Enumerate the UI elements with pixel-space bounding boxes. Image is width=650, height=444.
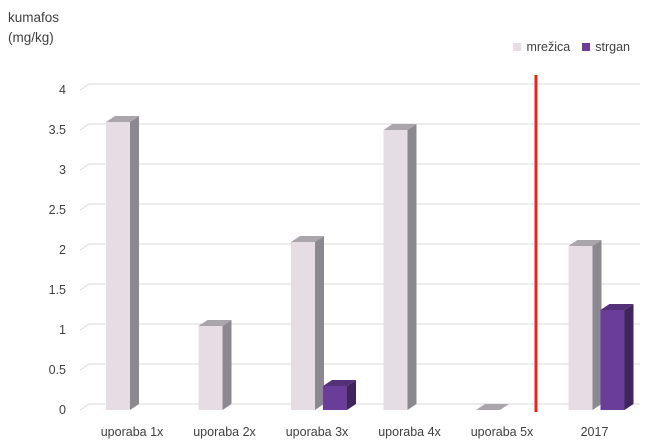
y-tick-label: 1 [59,323,66,337]
y-tick-label: 2 [59,243,66,257]
y-tick-label: 0.5 [49,363,66,377]
x-tick-label: uporaba 3x [286,425,349,439]
gridline-diagonal [79,363,90,371]
legend-item-mrezica: mrežica [513,40,570,54]
bar-front [106,122,130,410]
bar-top [383,124,417,130]
bar-front [600,310,625,410]
bar-front [198,326,223,410]
bars [106,116,634,410]
bar-side [315,236,324,410]
y-axis-title-line1: kumafos [8,10,60,25]
gridline-diagonal [79,123,90,131]
x-tick-label: uporaba 2x [193,425,256,439]
legend-swatch-strgan [582,43,591,51]
bar-mrezica [476,404,509,410]
bar-front [568,246,593,410]
x-tick-label: uporaba 1x [101,425,164,439]
y-tick-label: 3 [59,163,66,177]
x-tick-label: uporaba 5x [471,425,534,439]
gridline-diagonal [79,283,90,291]
y-tick-label: 3.5 [49,123,66,137]
legend-swatch-mrezica [513,43,522,51]
bar-side [222,320,232,410]
bar-side [407,124,417,410]
bar-top [291,236,324,242]
x-tick-label: uporaba 4x [378,425,441,439]
gridline-diagonal [79,323,90,331]
bar-side [624,304,634,410]
bar-mrezica [198,320,232,410]
bar-side [347,380,356,410]
bar-mrezica [291,236,324,410]
bar-mrezica [106,116,139,410]
gridlines [79,83,640,411]
gridline-diagonal [79,403,90,411]
y-tick-label: 4 [59,83,66,97]
gridline-diagonal [79,163,90,171]
legend-item-strgan: strgan [582,40,630,54]
x-tick-label: 2017 [581,425,609,439]
bar-front [291,242,315,410]
bar-front [383,130,408,410]
bar-top [323,380,356,386]
legend-label-mrezica: mrežica [526,40,571,54]
bar-side [592,240,602,410]
y-tick-label: 1.5 [49,283,66,297]
y-tick-label: 0 [59,403,66,417]
legend-label-strgan: strgan [595,40,630,54]
y-tick-label: 2.5 [49,203,66,217]
legend: mrežica strgan [501,40,630,54]
bar-mrezica [383,124,417,410]
gridline-diagonal [79,243,90,251]
bar-top [198,320,232,326]
bar-top [600,304,634,310]
bar-top [476,404,509,410]
bar-top [106,116,139,122]
bar-mrezica [568,240,602,410]
y-axis-title-line2: (mg/kg) [8,30,54,45]
bar-strgan [600,304,634,410]
bar-top [568,240,602,246]
bar-strgan [323,380,356,410]
bar-front [323,386,347,410]
bar-side [130,116,139,410]
gridline-diagonal [79,83,90,91]
gridline-diagonal [79,203,90,211]
